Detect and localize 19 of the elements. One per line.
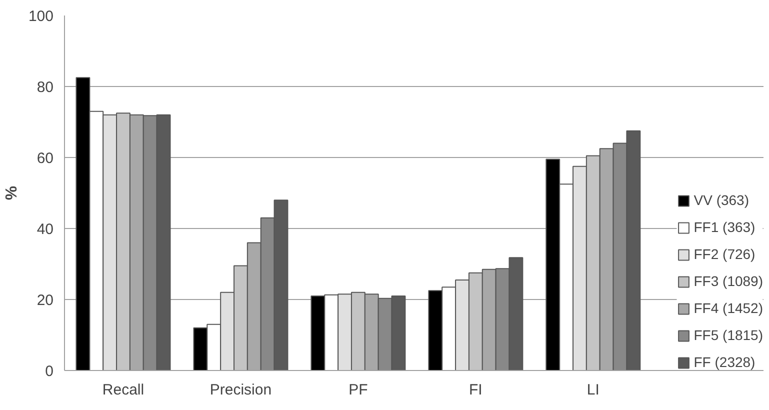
legend-label: FF1 (363) — [694, 219, 756, 235]
y-tick-label: 40 — [36, 221, 54, 238]
y-tick-label: 60 — [36, 150, 54, 167]
x-tick-label: PF — [348, 382, 368, 398]
y-tick-label: 100 — [28, 8, 54, 25]
legend-label: FF (2328) — [694, 354, 756, 370]
legend-label: FF3 (1089) — [694, 273, 763, 289]
x-tick-label: LI — [586, 382, 600, 398]
x-tick-label: Recall — [102, 382, 144, 398]
y-tick-label: 20 — [36, 292, 54, 309]
y-tick-label: 80 — [36, 79, 54, 96]
legend-label: FF4 (1452) — [694, 300, 763, 316]
x-tick-label: Precision — [210, 382, 272, 398]
legend-label: VV (363) — [694, 192, 749, 208]
y-axis-title: % — [3, 186, 20, 200]
x-tick-label: FI — [469, 382, 482, 398]
legend-label: FF5 (1815) — [694, 327, 763, 343]
y-tick-label: 0 — [45, 363, 54, 380]
legend-label: FF2 (726) — [694, 246, 756, 262]
